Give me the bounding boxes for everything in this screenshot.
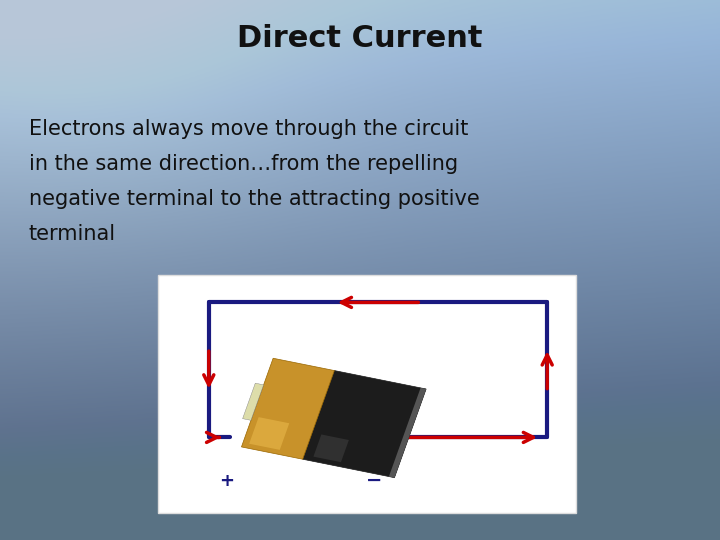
Text: −: − — [366, 471, 382, 490]
Text: in the same direction…from the repelling: in the same direction…from the repelling — [29, 154, 458, 174]
Bar — [243, 383, 264, 420]
FancyBboxPatch shape — [158, 275, 576, 513]
Bar — [241, 358, 334, 459]
Text: negative terminal to the attracting positive: negative terminal to the attracting posi… — [29, 189, 480, 209]
Text: Direct Current: Direct Current — [238, 24, 482, 53]
Bar — [302, 370, 426, 478]
Bar — [302, 370, 426, 478]
Bar — [389, 388, 426, 478]
Text: Electrons always move through the circuit: Electrons always move through the circui… — [29, 119, 468, 139]
Text: terminal: terminal — [29, 224, 116, 244]
Bar — [313, 435, 349, 462]
Bar — [249, 417, 289, 450]
Text: +: + — [220, 471, 234, 490]
